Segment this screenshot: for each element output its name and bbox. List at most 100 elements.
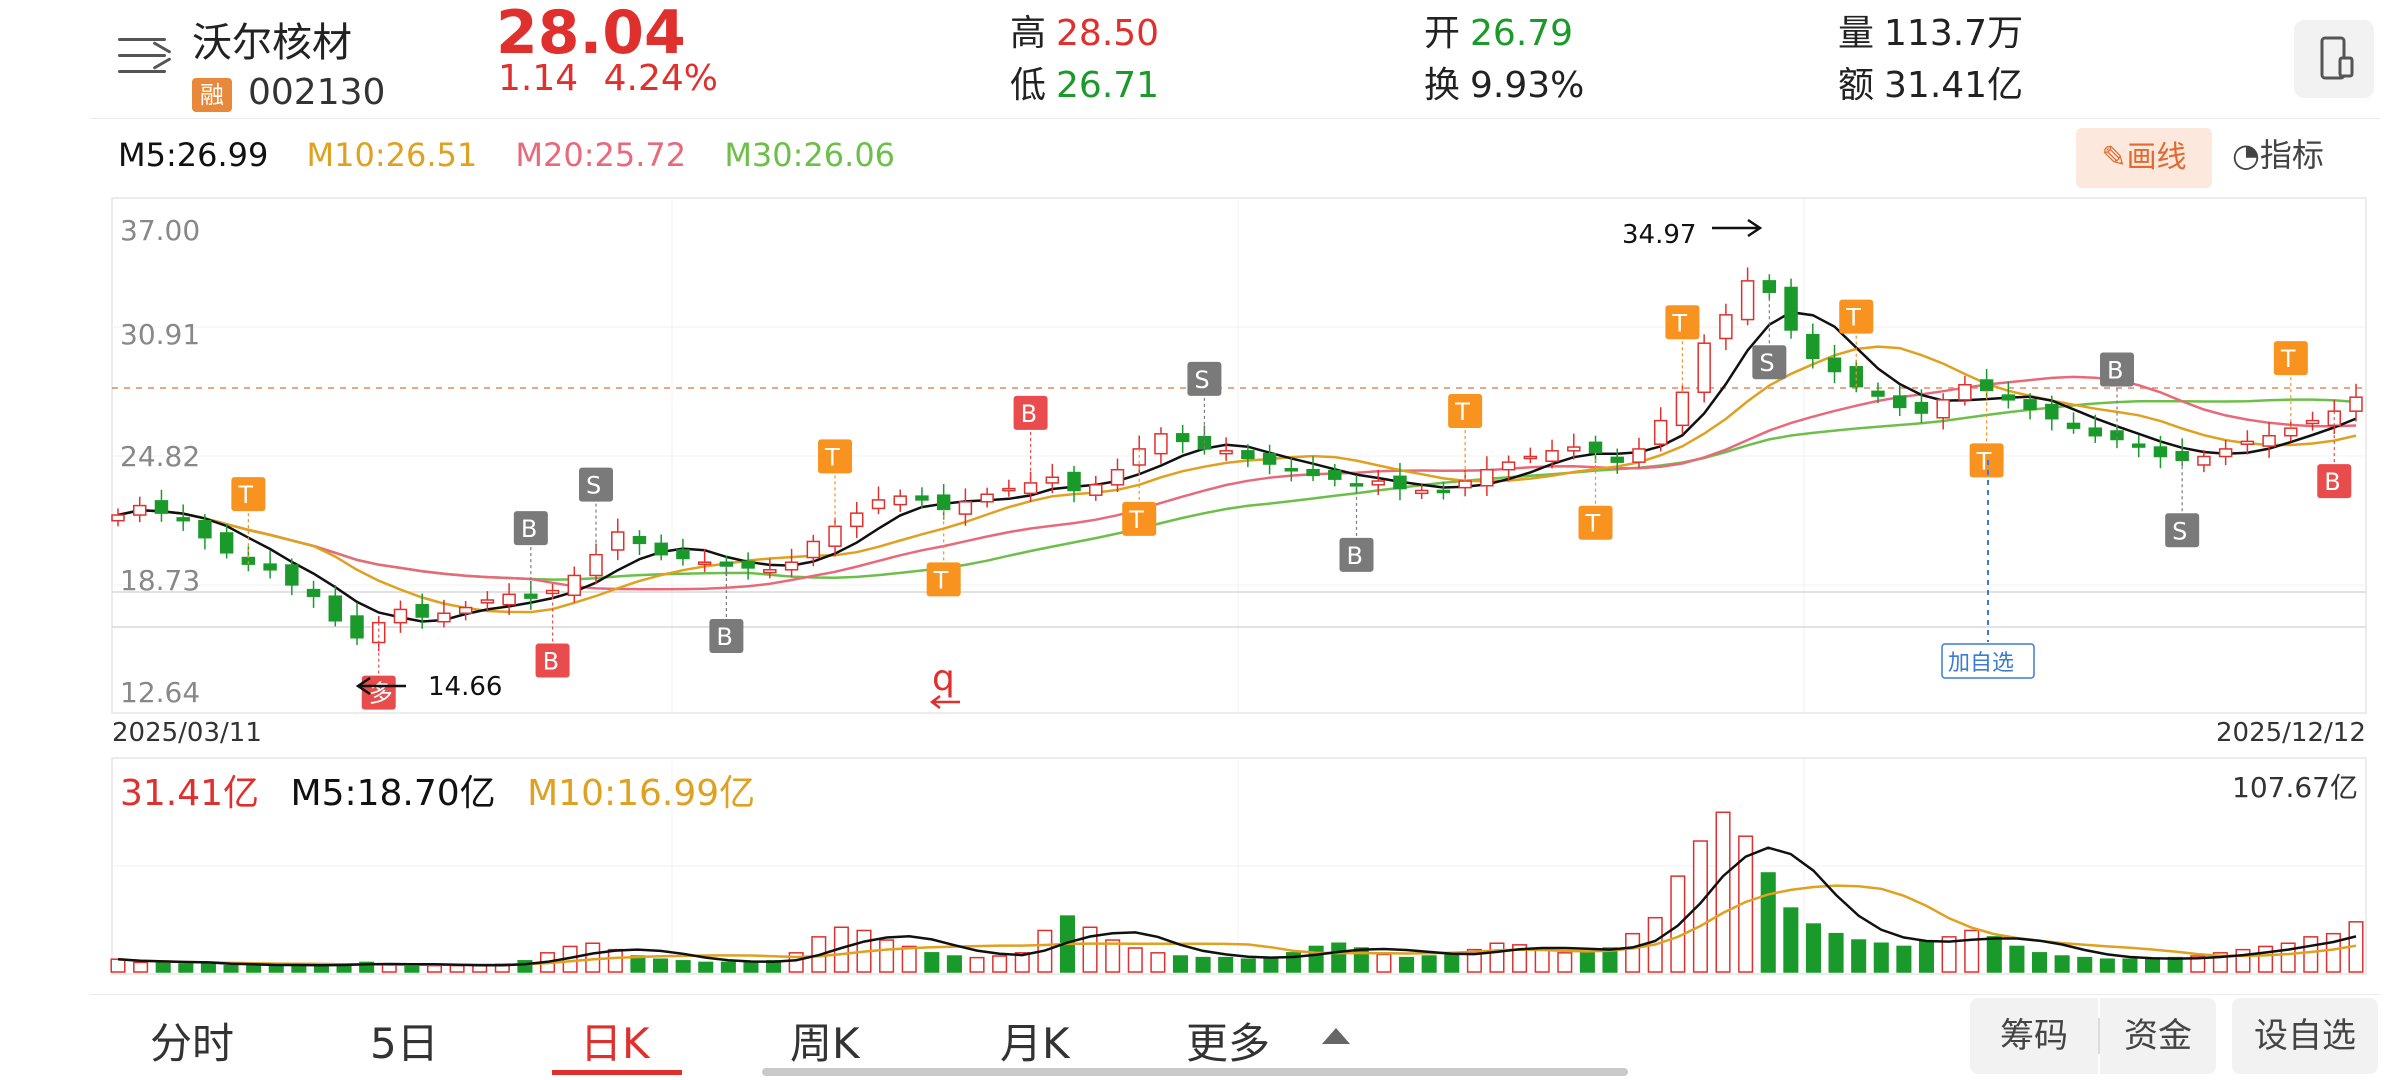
tab-weekly-k[interactable]: 周K: [790, 1019, 860, 1068]
q-marker[interactable]: q: [932, 658, 955, 699]
volume-bar: [1263, 956, 1279, 973]
volume-bar: [1851, 939, 1867, 973]
volume-bar: [246, 964, 262, 973]
signal-label: T: [1671, 309, 1687, 337]
candle-body: [133, 504, 147, 516]
volume-bar: [133, 961, 149, 973]
volume-bar: [1512, 944, 1528, 973]
signal-label: T: [1128, 506, 1144, 534]
open-stat: 开 26.79: [1424, 4, 1573, 56]
start-date: 2025/03/11: [112, 718, 262, 748]
kline-chart[interactable]: 37.00 30.91 24.82 18.73 12.64 T多BBSBTTBT…: [0, 0, 2388, 990]
volume-ma-lines: [117, 846, 2357, 967]
candle-body: [850, 512, 864, 528]
volume-legend: 31.41亿 M5:18.70亿 M10:16.99亿: [120, 764, 775, 816]
button-divider: [2098, 1018, 2100, 1054]
gauge-icon: ◔: [2232, 136, 2260, 174]
candle-body: [1219, 450, 1233, 455]
stock-name: 沃尔核材: [192, 20, 352, 66]
volume-bar: [1150, 952, 1166, 973]
candle-body: [502, 593, 516, 606]
draw-line-button[interactable]: ✎画线: [2076, 128, 2212, 188]
volume-bar: [1127, 947, 1143, 973]
volume-ma5-line: [117, 846, 2357, 967]
signal-badge: [1339, 537, 1374, 572]
volume-bar: [1692, 840, 1708, 973]
candle-body: [1697, 342, 1711, 394]
volume-bar: [1579, 952, 1595, 973]
horizontal-scrollbar[interactable]: [762, 1068, 1628, 1076]
candle-body: [2284, 427, 2298, 437]
tab-monthly-k[interactable]: 月K: [1000, 1019, 1070, 1068]
y-tick-label: 12.64: [120, 676, 200, 709]
candle-body: [1154, 433, 1168, 455]
tab-5day[interactable]: 5日: [370, 1019, 439, 1068]
price-change: 1.14 4.24%: [498, 58, 718, 99]
candle-body: [1827, 357, 1842, 373]
candle-body: [915, 495, 929, 501]
volume-bar: [2190, 955, 2206, 973]
candle-body: [480, 599, 495, 604]
volume-bar: [1421, 955, 1437, 973]
volume-bar: [2235, 948, 2251, 973]
candle-body: [2175, 451, 2189, 462]
candle-body: [741, 560, 755, 569]
volume-bar: [2258, 945, 2274, 973]
volume-bar: [992, 955, 1008, 973]
signal-badge: [2273, 341, 2308, 376]
open-value: 26.79: [1470, 13, 1574, 54]
candle-body: [1023, 482, 1038, 495]
candle-body: [176, 517, 190, 522]
candle-body: [1262, 452, 1277, 465]
signal-badge: [2099, 352, 2134, 387]
menu-icon[interactable]: [118, 34, 172, 78]
signal-badge: [1578, 505, 1613, 540]
add-watchlist-button[interactable]: 设自选: [2232, 998, 2378, 1074]
candle-body: [1414, 489, 1429, 495]
tab-daily-k[interactable]: 日K: [580, 1019, 650, 1068]
y-tick-label: 37.00: [120, 214, 200, 247]
low-value: 26.71: [1056, 65, 1160, 106]
candle-body: [1045, 476, 1060, 484]
candle-body: [1784, 286, 1798, 331]
volume-bar: [1805, 923, 1821, 973]
candle-body: [980, 493, 994, 503]
ma-legend: M5:26.99 M10:26.51 M20:25.72 M30:26.06: [118, 136, 923, 174]
candle-body: [1241, 450, 1255, 460]
landscape-toggle-button[interactable]: [2294, 20, 2374, 98]
volume-bar: [1964, 929, 1980, 973]
current-price: 28.04: [496, 0, 686, 68]
tab-more[interactable]: 更多: [1186, 1019, 1271, 1068]
volume-bar: [1986, 936, 2002, 973]
signal-badge: [1839, 299, 1874, 334]
candle-body: [1871, 390, 1885, 397]
candle-body: [632, 535, 647, 545]
signal-label: S: [1194, 366, 1209, 394]
pencil-icon: ✎: [2101, 140, 2127, 175]
candle-body: [1480, 468, 1494, 487]
candle-body: [697, 561, 712, 565]
volume-bar: [585, 942, 601, 973]
candle-body: [111, 514, 125, 522]
funds-button[interactable]: 资金: [2100, 998, 2216, 1074]
volume-bar: [946, 955, 962, 973]
signal-badge: [1013, 395, 1048, 430]
candle-body: [437, 612, 451, 623]
candle-body: [1545, 450, 1559, 462]
candle-body: [1328, 469, 1342, 480]
phone-rotate-icon: [2320, 36, 2354, 80]
low-label: 低: [1010, 65, 1047, 106]
signal-label: S: [1759, 349, 1774, 377]
volume-bar: [1557, 952, 1573, 973]
caret-up-icon[interactable]: [1322, 1028, 1350, 1044]
turnover-stat: 换 9.93%: [1424, 56, 1584, 108]
amount-stat: 额 31.41亿: [1838, 56, 2023, 108]
chips-button[interactable]: 筹码: [1970, 998, 2098, 1074]
indicator-button[interactable]: ◔指标: [2232, 130, 2324, 176]
candle-body: [263, 563, 277, 571]
tab-intraday[interactable]: 分时: [150, 1019, 235, 1068]
candle-body: [871, 499, 886, 510]
y-tick-label: 24.82: [120, 440, 200, 473]
add-watch-marker[interactable]: [1941, 643, 2035, 679]
volume-bar: [1082, 926, 1098, 973]
